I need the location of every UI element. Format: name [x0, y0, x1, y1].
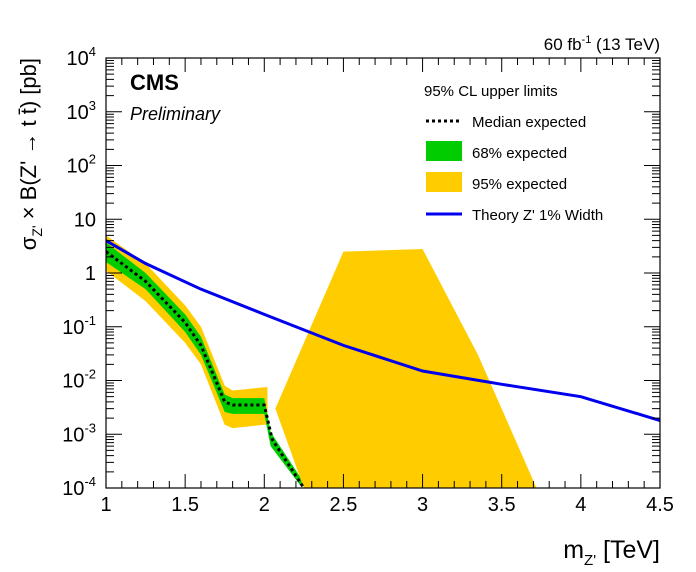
legend-swatch-68: [426, 141, 462, 161]
legend-entry-68: 68% expected: [472, 145, 567, 162]
x-tick-label: 2: [259, 494, 270, 516]
legend-entry-95: 95% expected: [472, 176, 567, 193]
x-tick-label: 2.5: [330, 494, 358, 516]
x-tick-label: 4.5: [646, 494, 674, 516]
legend: 95% CL upper limits Median expected 68% …: [424, 83, 603, 224]
x-tick-labels: 1 1.5 2 2.5 3 3.5 4 4.5: [100, 494, 673, 516]
status-label: Preliminary: [130, 104, 221, 124]
x-tick-label: 3.5: [488, 494, 516, 516]
x-tick-label: 3: [417, 494, 428, 516]
plot-area: [106, 235, 660, 488]
y-tick-label: 10-1: [62, 313, 96, 339]
x-tick-label: 4: [575, 494, 586, 516]
tick-marks: [105, 57, 661, 489]
axis-ticks: [105, 57, 661, 489]
theory-line: [106, 239, 660, 422]
legend-title: 95% CL upper limits: [424, 83, 558, 100]
y-tick-label: 1: [85, 263, 96, 285]
y-tick-label: 10: [74, 209, 96, 231]
y-tick-labels: 10-4 10-3 10-2 10-1 1 10 102 103 104: [62, 44, 96, 500]
legend-entry-theory: Theory Z' 1% Width: [472, 207, 603, 224]
x-tick-label: 1.5: [171, 494, 199, 516]
experiment-label: CMS: [130, 70, 179, 95]
y-tick-label: 103: [67, 98, 96, 124]
legend-swatch-95: [426, 172, 462, 192]
y-tick-label: 104: [67, 44, 96, 70]
x-axis-title: mZ' [TeV]: [563, 536, 660, 569]
legend-entry-median: Median expected: [472, 114, 586, 131]
x-tick-label: 1: [100, 494, 111, 516]
y-tick-label: 102: [67, 152, 96, 178]
y-axis-title: σZ' × B(Z' → t t̄) [pb]: [16, 58, 45, 250]
y-tick-label: 10-2: [62, 367, 96, 393]
y-tick-label: 10-4: [62, 474, 96, 500]
median-expected-line: [106, 250, 306, 488]
lumi-label: 60 fb-1 (13 TeV): [544, 34, 660, 54]
y-tick-label: 10-3: [62, 420, 96, 446]
band-95-expected-high-mass: [275, 248, 537, 488]
